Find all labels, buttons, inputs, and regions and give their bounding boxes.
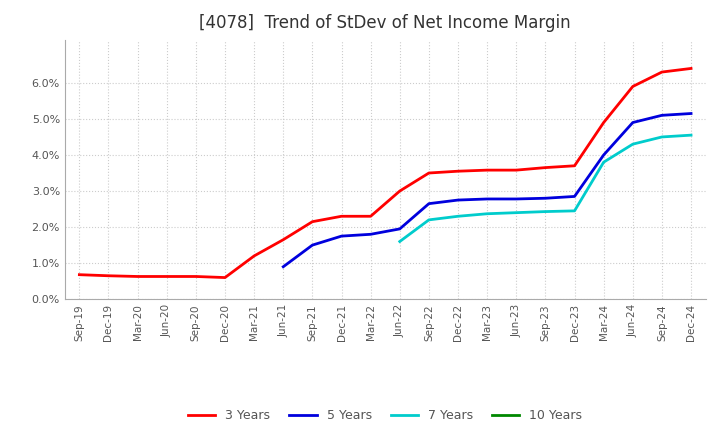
Title: [4078]  Trend of StDev of Net Income Margin: [4078] Trend of StDev of Net Income Marg… [199,15,571,33]
Legend: 3 Years, 5 Years, 7 Years, 10 Years: 3 Years, 5 Years, 7 Years, 10 Years [183,404,588,427]
